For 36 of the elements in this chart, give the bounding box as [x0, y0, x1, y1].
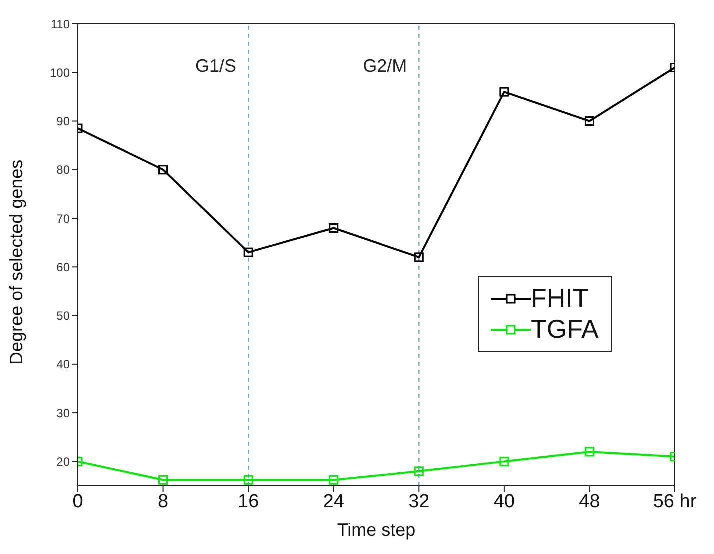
point [329, 475, 339, 485]
point [158, 475, 168, 485]
point [244, 248, 254, 258]
x-tick-label: 40 [494, 491, 515, 512]
y-tick-label: 40 [56, 358, 70, 372]
point [500, 87, 510, 97]
legend-label: FHIT [531, 283, 589, 314]
x-tick-label: 8 [158, 491, 169, 512]
x-tick-label: 56 hr [653, 491, 698, 512]
x-tick-label: 0 [72, 491, 84, 512]
x-tick-label: 24 [323, 491, 345, 512]
y-tick-label: 70 [56, 212, 70, 226]
ref-line-label: G2/M [363, 56, 408, 76]
point [584, 116, 594, 126]
point [244, 475, 254, 485]
y-tick-label: 20 [56, 454, 70, 469]
x-tick-label: 16 [238, 491, 260, 512]
y-tick-label: 100 [50, 66, 70, 80]
y-axis-title: Degree of selected genes [6, 160, 26, 365]
y-tick-label: 80 [56, 163, 70, 178]
y-tick-label: 60 [56, 260, 70, 274]
ref-line-label: G1/S [196, 56, 237, 76]
point [414, 252, 424, 262]
x-tick-label: 48 [579, 491, 600, 512]
point [414, 466, 424, 476]
point [158, 165, 168, 175]
point [500, 456, 510, 466]
point [584, 447, 594, 457]
y-tick-label: 50 [56, 309, 70, 324]
x-axis-title: Time step [337, 520, 416, 540]
y-tick-label: 90 [56, 114, 70, 129]
legend-label: TGFA [531, 314, 599, 345]
y-tick-label: 30 [56, 406, 70, 420]
y-tick-label: 110 [50, 17, 70, 32]
x-tick-label: 32 [408, 491, 430, 512]
point [329, 224, 339, 234]
